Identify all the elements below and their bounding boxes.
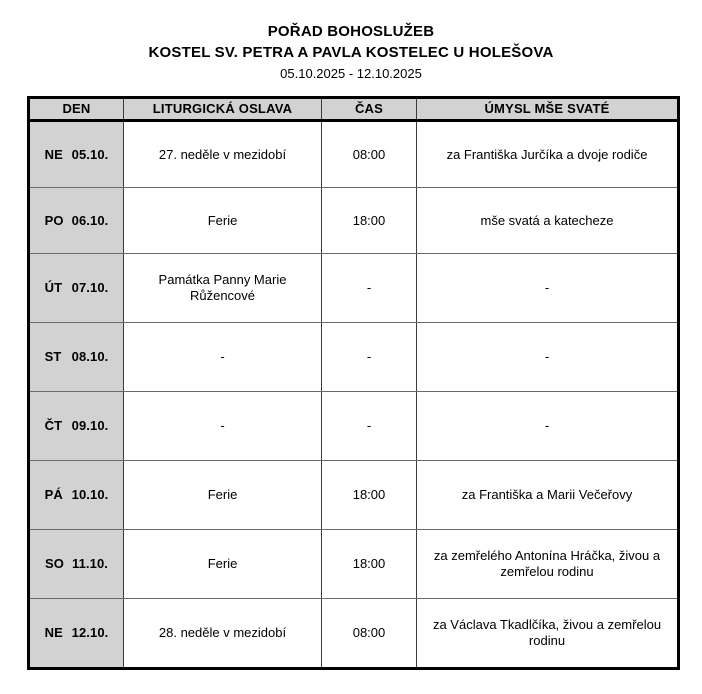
cell-intention: za Františka Jurčíka a dvoje rodiče	[416, 120, 679, 188]
table-row: ÚT 07.10. Památka Panny Marie Růžencové - -	[28, 253, 679, 323]
column-header-time: ČAS	[321, 97, 417, 122]
table-row: PO 06.10. Ferie 18:00 mše svatá a katecheze	[28, 187, 679, 254]
cell-celebration: Ferie	[123, 460, 322, 530]
cell-time: -	[321, 253, 417, 323]
cell-celebration: -	[123, 391, 322, 461]
document-title-church: KOSTEL SV. PETRA A PAVLA KOSTELEC U HOLE…	[148, 44, 554, 61]
cell-intention: za Václava Tkadlčíka, živou a zemřelou r…	[416, 598, 679, 669]
day-abbreviation: SO	[44, 556, 64, 571]
document-title-primary: POŘAD BOHOSLUŽEB	[267, 23, 435, 40]
day-date: 06.10.	[71, 212, 109, 228]
table-row: ČT 09.10. - - -	[28, 391, 679, 461]
cell-day: SO 11.10.	[28, 529, 124, 599]
cell-time: 18:00	[321, 187, 417, 254]
table-row: PÁ 10.10. Ferie 18:00 za Františka a Marii V…	[28, 460, 679, 530]
cell-day: ÚT 07.10.	[28, 253, 124, 323]
cell-day: PÁ 10.10.	[28, 460, 124, 530]
cell-time: 08:00	[321, 120, 417, 188]
cell-intention: mše svatá a katecheze	[416, 187, 679, 254]
cell-time: 18:00	[321, 529, 417, 599]
day-date: 10.10.	[71, 487, 109, 502]
day-date: 08.10.	[71, 349, 109, 364]
day-abbreviation: ČT	[44, 418, 63, 433]
cell-time: -	[321, 322, 417, 392]
day-abbreviation: NE	[44, 146, 63, 162]
cell-intention: za zemřelého Antonína Hráčka, živou a ze…	[416, 529, 679, 599]
day-abbreviation: PO	[44, 212, 64, 228]
schedule-table-container: DEN LITURGICKÁ OSLAVA ČAS ÚMYSL MŠE SVAT…	[27, 96, 680, 670]
column-header-celebration: LITURGICKÁ OSLAVA	[123, 97, 322, 122]
cell-intention: -	[416, 322, 679, 392]
cell-time: -	[321, 391, 417, 461]
document-header: POŘAD BOHOSLUŽEB KOSTEL SV. PETRA A PAVL…	[0, 0, 702, 84]
column-header-intention: ÚMYSL MŠE SVATÉ	[416, 97, 679, 122]
cell-day: PO 06.10.	[28, 187, 124, 254]
cell-day: ST 08.10.	[28, 322, 124, 392]
cell-celebration: Ferie	[123, 529, 322, 599]
cell-celebration: Ferie	[123, 187, 322, 254]
cell-day: NE 05.10.	[28, 120, 124, 188]
day-abbreviation: PÁ	[44, 487, 63, 502]
table-row: NE 12.10. 28. neděle v mezidobí 08:00 za Vác…	[28, 598, 679, 669]
day-date: 05.10.	[71, 146, 109, 162]
table-header-row: DEN LITURGICKÁ OSLAVA ČAS ÚMYSL MŠE SVAT…	[28, 97, 679, 122]
cell-day: ČT 09.10.	[28, 391, 124, 461]
day-date: 07.10.	[71, 280, 109, 295]
table-body: NE 05.10. 27. neděle v mezidobí 08:00 za Fra…	[28, 120, 679, 669]
day-date: 09.10.	[71, 418, 109, 433]
table-row: ST 08.10. - - -	[28, 322, 679, 392]
cell-celebration: 27. neděle v mezidobí	[123, 120, 322, 188]
cell-celebration: 28. neděle v mezidobí	[123, 598, 322, 669]
day-date: 11.10.	[71, 556, 109, 571]
document-date-range: 05.10.2025 - 12.10.2025	[280, 66, 422, 81]
cell-intention: za Františka a Marii Večeřovy	[416, 460, 679, 530]
cell-celebration: -	[123, 322, 322, 392]
cell-day: NE 12.10.	[28, 598, 124, 669]
column-header-day: DEN	[28, 97, 124, 122]
cell-intention: -	[416, 253, 679, 323]
table-row: NE 05.10. 27. neděle v mezidobí 08:00 za Fra…	[28, 120, 679, 188]
table-header: DEN LITURGICKÁ OSLAVA ČAS ÚMYSL MŠE SVAT…	[28, 97, 679, 122]
table-row: SO 11.10. Ferie 18:00 za zemřelého Antonína …	[28, 529, 679, 599]
schedule-table: DEN LITURGICKÁ OSLAVA ČAS ÚMYSL MŠE SVAT…	[27, 96, 680, 670]
day-abbreviation: ST	[44, 349, 62, 364]
day-abbreviation: NE	[44, 625, 63, 640]
day-abbreviation: ÚT	[44, 280, 63, 295]
cell-intention: -	[416, 391, 679, 461]
cell-time: 08:00	[321, 598, 417, 669]
cell-celebration: Památka Panny Marie Růžencové	[123, 253, 322, 323]
day-date: 12.10.	[71, 625, 109, 640]
cell-time: 18:00	[321, 460, 417, 530]
